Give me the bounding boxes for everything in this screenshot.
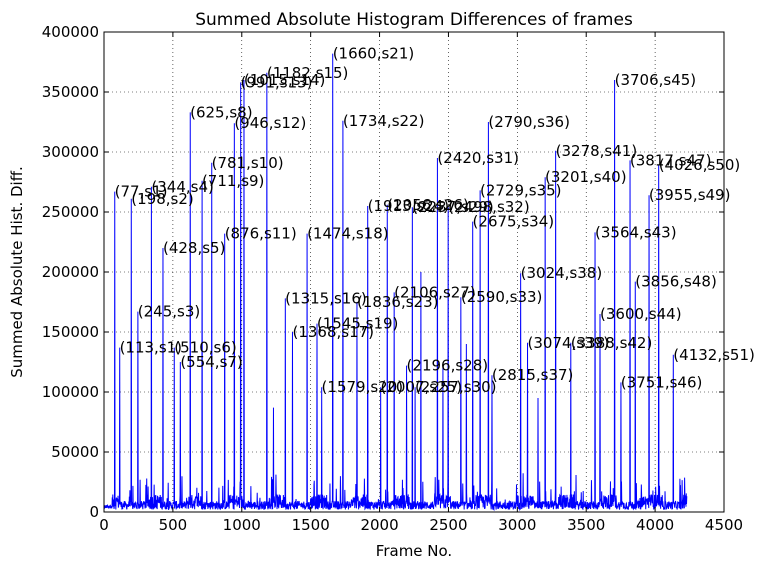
peak-annotation: (3564,s43) (595, 223, 677, 241)
peak-annotation: (2729,s35) (480, 181, 562, 199)
peak-annotation: (4132,s51) (673, 346, 755, 364)
peak-annotation: (2257,s30) (415, 378, 497, 396)
x-tick-label: 2500 (429, 516, 467, 534)
peak-annotation: (625,s8) (190, 103, 252, 121)
peak-annotation: (3856,s48) (635, 273, 717, 291)
peak-annotation: (2498,s32) (448, 198, 530, 216)
peak-annotation: (3955,s49) (649, 186, 731, 204)
y-tick-label: 50000 (51, 443, 99, 461)
peak-annotation: (1734,s22) (343, 112, 425, 130)
peak-annotation: (1315,s16) (285, 289, 367, 307)
peak-annotation: (2007,s25) (381, 378, 463, 396)
x-tick-label: 3000 (498, 516, 536, 534)
peak-annotation: (1579,s20) (322, 378, 404, 396)
axis-ticks: 0 500 1000 1500 2000 2500 3000 3500 4000 4500 0 500… (42, 23, 743, 534)
y-tick-label: 100000 (42, 383, 99, 401)
peak-annotation: (3817,s47) (630, 151, 712, 169)
peak-annotation: (2590,s33) (461, 288, 543, 306)
peak-annotation: (1368,s17) (292, 323, 374, 341)
y-tick-label: 300000 (42, 143, 99, 161)
series-line (103, 53, 688, 512)
peak-annotation: (1474,s18) (307, 225, 389, 243)
peak-annotation: (876,s11) (225, 225, 297, 243)
y-tick-label: 350000 (42, 83, 99, 101)
peak-annotation: (344,s4) (151, 178, 213, 196)
peak-annotation: (2790,s36) (488, 113, 570, 131)
x-tick-label: 4000 (636, 516, 674, 534)
peak-annotation: (3201,s40) (545, 168, 627, 186)
x-tick-label: 4500 (705, 516, 743, 534)
x-tick-label: 1500 (292, 516, 330, 534)
x-tick-label: 3500 (567, 516, 605, 534)
peak-annotation: (3278,s41) (556, 142, 638, 160)
peak-annotation: (3024,s38) (521, 264, 603, 282)
peak-annotation: (4026,s50) (659, 156, 741, 174)
peak-annotation: (2420,s31) (437, 149, 519, 167)
x-tick-label: 0 (99, 516, 109, 534)
x-tick-label: 500 (159, 516, 188, 534)
peak-annotation: (1660,s21) (333, 45, 415, 63)
annotation-labels: (77,s1)(113,s1)(198,s2)(245,s3)(344,s4)(… (115, 45, 755, 397)
peak-annotation: (1015,s14) (244, 71, 326, 89)
y-tick-label: 400000 (42, 23, 99, 41)
peak-annotation: (946,s12) (234, 114, 306, 132)
chart-title: Summed Absolute Histogram Differences of… (195, 10, 633, 30)
peak-annotation: (1182,s15) (267, 64, 349, 82)
peak-annotation: (2675,s34) (473, 213, 555, 231)
series-line-group (103, 53, 688, 512)
x-tick-label: 1000 (223, 516, 261, 534)
y-tick-label: 200000 (42, 263, 99, 281)
peak-annotation: (3074,s39) (528, 334, 610, 352)
peak-annotation: (113,s1) (120, 339, 182, 357)
peak-annotation: (3751,s46) (621, 373, 703, 391)
peak-annotation: (991,s13) (241, 73, 313, 91)
y-tick-label: 250000 (42, 203, 99, 221)
peak-annotation: (510,s6) (174, 339, 236, 357)
peak-annotation: (2815,s37) (492, 366, 574, 384)
peak-annotation: (2056,s26) (387, 196, 469, 214)
y-tick-label: 0 (89, 503, 99, 521)
peak-annotation: (428,s5) (163, 239, 225, 257)
peak-annotation: (3706,s45) (615, 71, 697, 89)
peak-annotation: (781,s10) (212, 154, 284, 172)
peak-annotation: (3600,s44) (600, 305, 682, 323)
y-axis-label: Summed Absolute Hist. Diff. (8, 166, 26, 378)
peak-annotation: (77,s1) (115, 183, 168, 201)
peak-annotation: (2237,s29) (412, 198, 494, 216)
peak-annotation: (3388,s42) (571, 334, 653, 352)
x-axis-label: Frame No. (376, 542, 452, 560)
peak-annotation: (711,s9) (202, 172, 264, 190)
peak-annotation: (554,s7) (180, 353, 242, 371)
peak-annotation: (1545,s19) (317, 315, 399, 333)
peak-annotation: (198,s2) (131, 190, 193, 208)
y-tick-label: 150000 (42, 323, 99, 341)
x-tick-label: 2000 (360, 516, 398, 534)
peak-annotation: (1836,s23) (357, 293, 439, 311)
peak-annotation: (2106,s27) (394, 283, 476, 301)
peak-annotation: (245,s3) (138, 303, 200, 321)
peak-annotation: (1913,s24) (368, 197, 450, 215)
peak-annotation: (2196,s28) (407, 357, 489, 375)
